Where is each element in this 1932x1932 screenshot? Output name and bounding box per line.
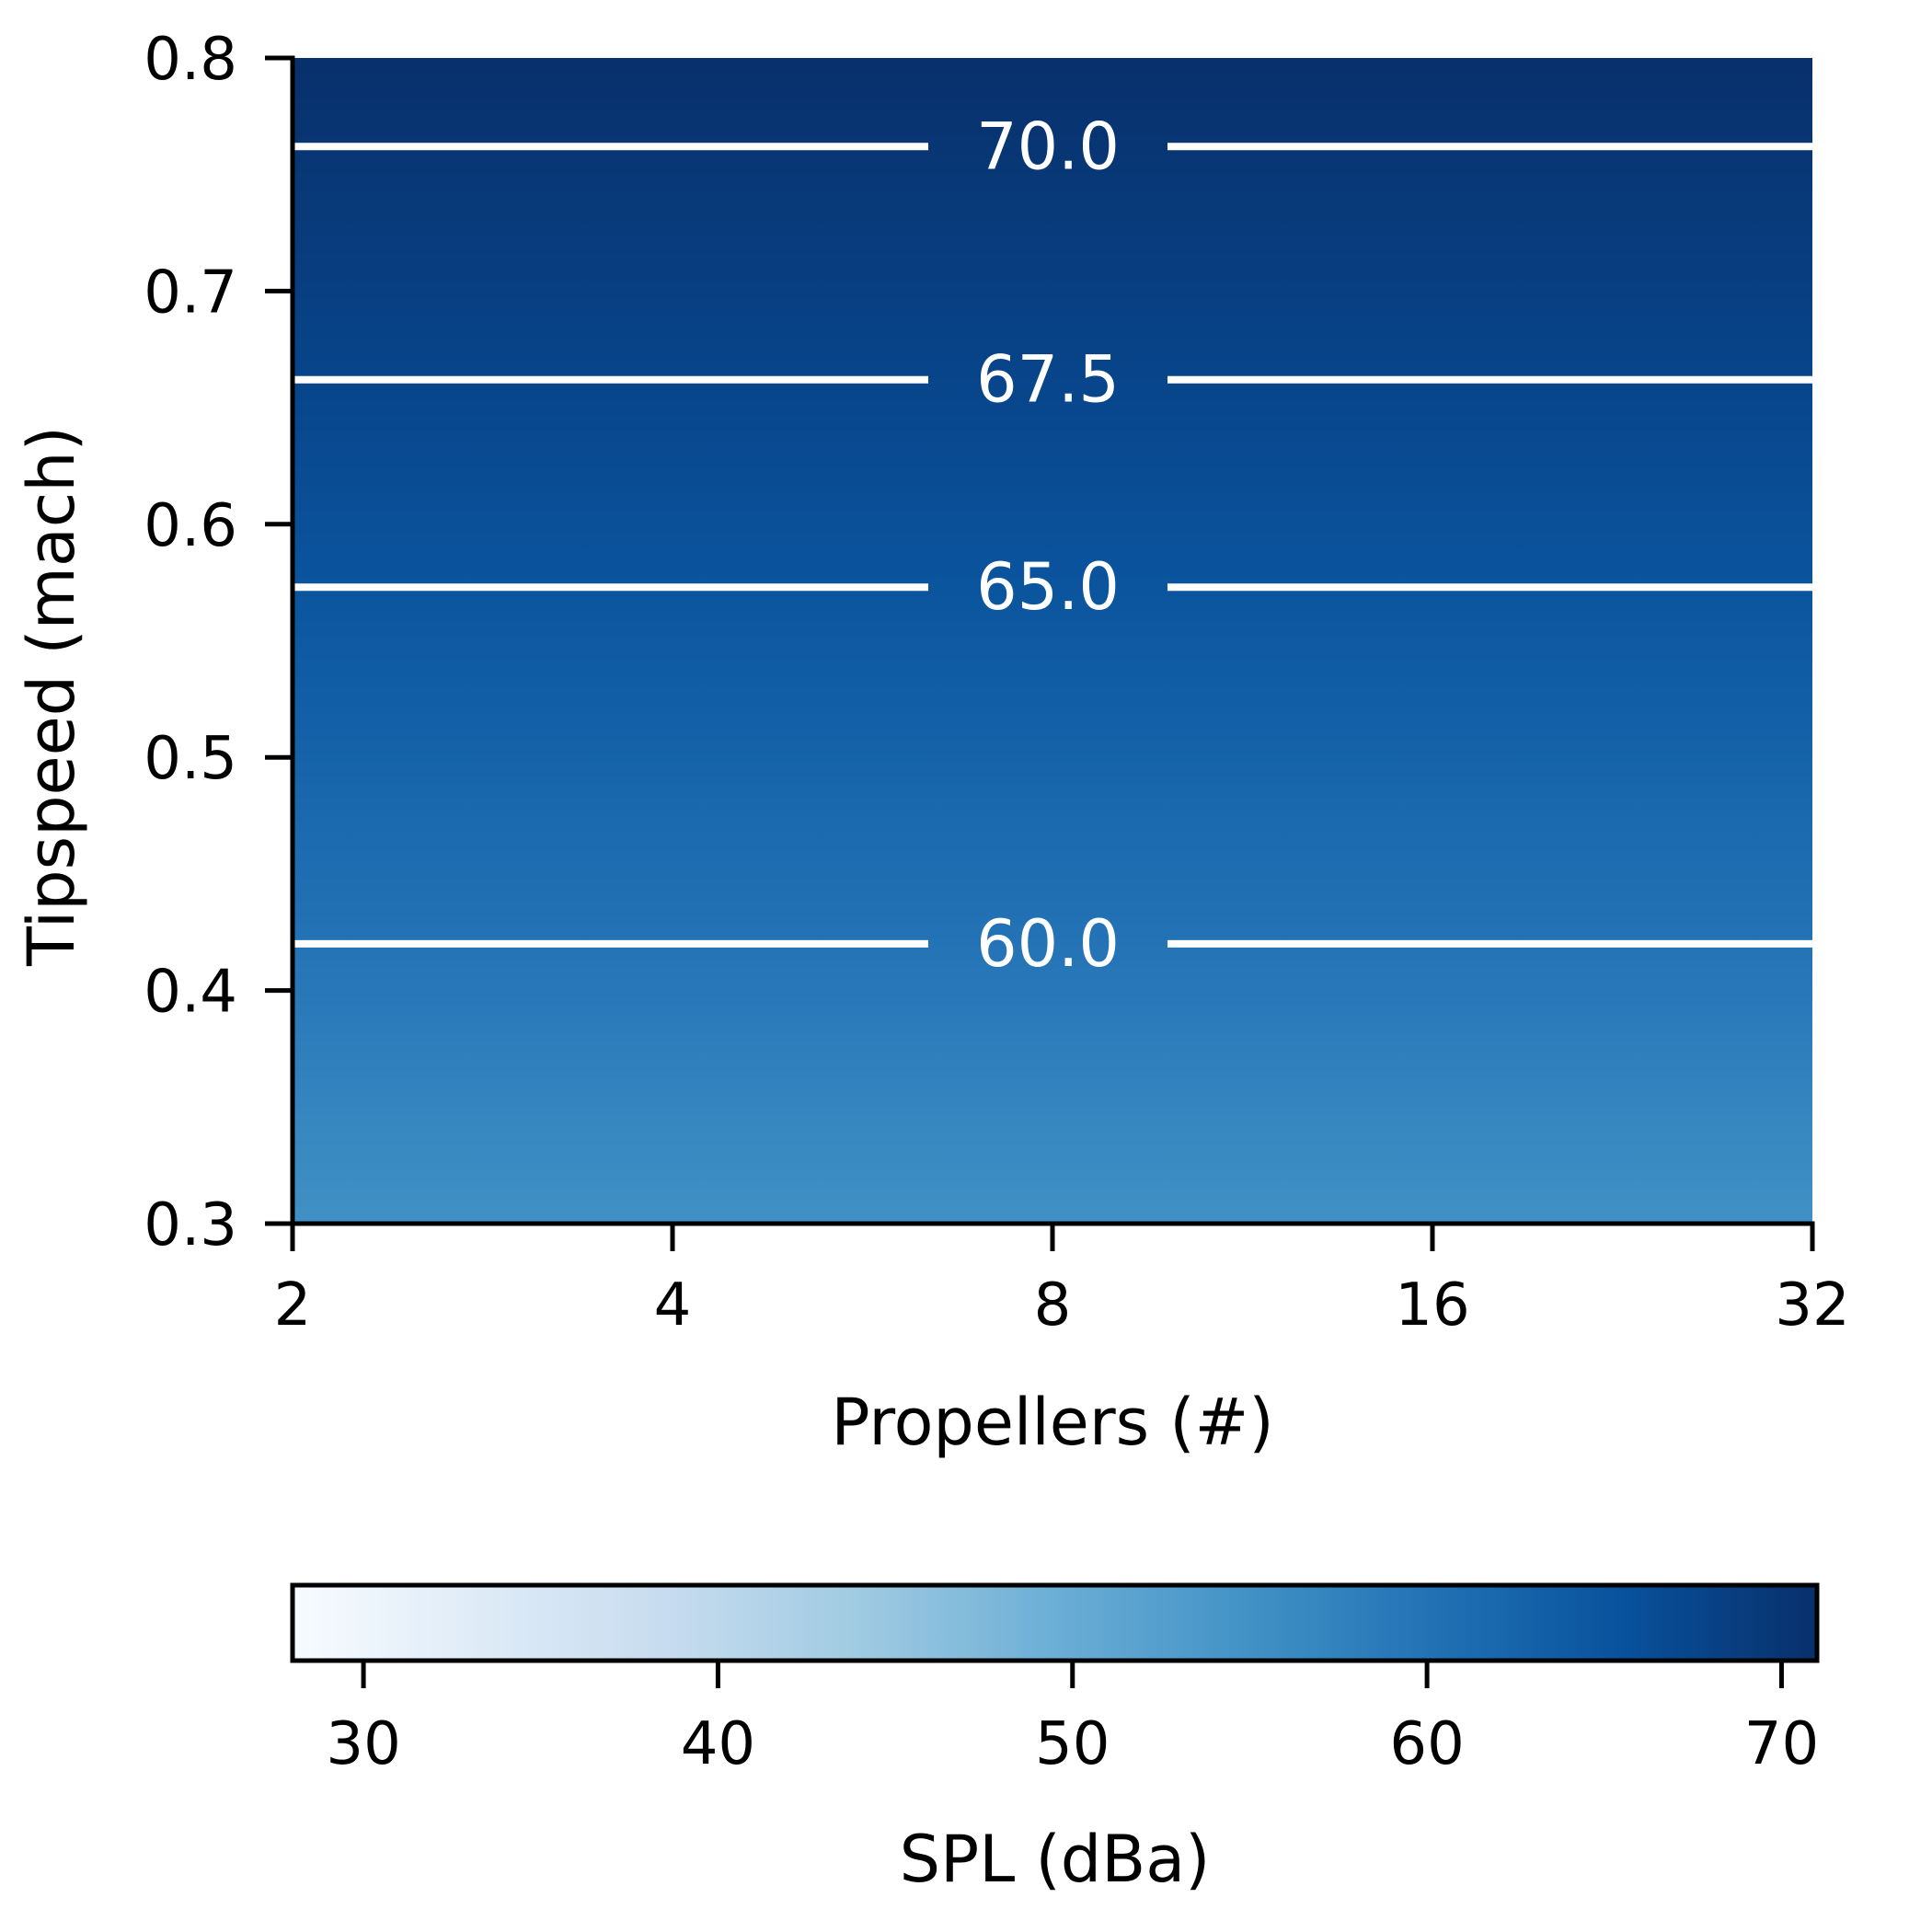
x-tick-label: 8	[1034, 1271, 1072, 1340]
contour-field	[293, 58, 1812, 1224]
x-axis-title: Propellers (#)	[831, 1385, 1273, 1460]
colorbar-scale	[290, 1582, 1820, 1663]
contour-label: 65.0	[976, 549, 1120, 625]
x-tick-label: 32	[1775, 1271, 1849, 1340]
x-axis-ticks: 2 4 8 16 32	[274, 1224, 1850, 1340]
y-tick-label: 0.7	[144, 259, 237, 327]
x-tick-label: 16	[1395, 1271, 1469, 1340]
y-tick-label: 0.3	[144, 1191, 237, 1259]
y-tick-label: 0.8	[144, 26, 237, 94]
contour-label: 60.0	[976, 906, 1120, 982]
colorbar-tick-label: 60	[1389, 1710, 1464, 1778]
x-tick-label: 2	[274, 1271, 312, 1340]
contour-lines: 60.0 65.0 67.5 70.0	[293, 109, 1812, 982]
colorbar-ticks: 30 40 50 60 70	[326, 1661, 1819, 1778]
colorbar-tick-label: 70	[1744, 1710, 1819, 1778]
colorbar-tick-label: 50	[1035, 1710, 1110, 1778]
colorbar-title: SPL (dBa)	[900, 1822, 1211, 1897]
colorbar-tick-label: 30	[326, 1710, 400, 1778]
contour-label: 70.0	[976, 109, 1120, 184]
colorbar-tick-label: 40	[681, 1710, 755, 1778]
x-tick-label: 4	[654, 1271, 692, 1340]
colorbar: 30 40 50 60 70 SPL (dBa)	[290, 1582, 1820, 1897]
y-tick-label: 0.5	[144, 725, 237, 793]
contour-label: 67.5	[976, 342, 1120, 418]
y-axis-title: Tipspeed (mach)	[14, 426, 89, 967]
y-axis-ticks: 0.3 0.4 0.5 0.6 0.7 0.8	[144, 26, 293, 1259]
y-tick-label: 0.6	[144, 492, 237, 560]
plot-area: 60.0 65.0 67.5 70.0	[290, 55, 1815, 1226]
y-tick-label: 0.4	[144, 959, 237, 1027]
